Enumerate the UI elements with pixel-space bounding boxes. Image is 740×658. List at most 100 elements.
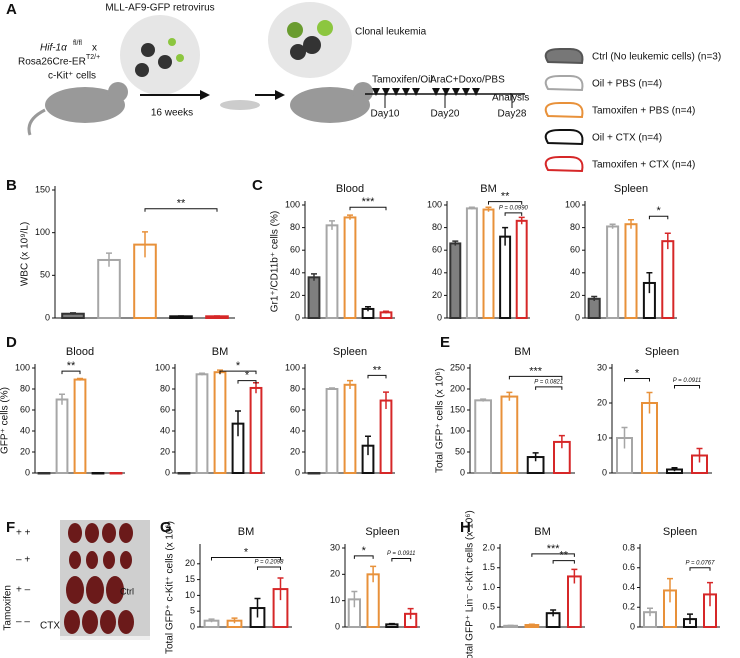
- y-tick-label: 0.8: [622, 542, 635, 552]
- treat1: Tamoxifen/Oil: [372, 75, 433, 86]
- chart-title: BM: [514, 346, 531, 358]
- y-tick-label: 150: [450, 404, 465, 414]
- bar: [325, 224, 339, 319]
- error-bar: [329, 387, 335, 391]
- error-bar: [235, 410, 241, 437]
- bar: [661, 240, 675, 319]
- y-tick-label: 20: [330, 569, 340, 579]
- chart-title: Spleen: [614, 183, 648, 195]
- donor-gene: Hif-1α: [40, 43, 67, 54]
- panel-label: C: [252, 177, 263, 194]
- error-bar: [707, 581, 713, 607]
- bar: [325, 388, 339, 474]
- y-tick-label: 40: [570, 267, 580, 277]
- error-bar: [468, 206, 475, 210]
- significance-bracket: [552, 560, 575, 564]
- error-bar: [532, 452, 539, 462]
- y-axis-label: WBC (x 10⁹/L): [20, 222, 31, 286]
- significance-bracket: [508, 375, 563, 380]
- significance-label: P = 0.0767: [686, 560, 716, 566]
- bar: [55, 398, 69, 474]
- significance-bracket: [61, 370, 81, 375]
- error-bar: [407, 607, 414, 620]
- y-tick-label: 0: [45, 312, 50, 322]
- y-tick-label: 1.5: [482, 562, 495, 572]
- y-tick-label: 40: [290, 425, 300, 435]
- error-bar: [311, 273, 317, 281]
- y-tick-label: 50: [40, 270, 50, 280]
- legend-icon: [544, 102, 584, 119]
- y-tick-label: 80: [160, 383, 170, 393]
- error-bar: [388, 622, 395, 626]
- y-tick-label: 60: [432, 245, 442, 255]
- legend-label: Oil + PBS (n=4): [592, 79, 662, 90]
- y-tick-label: 0: [490, 621, 495, 631]
- chart-title: Spleen: [333, 346, 367, 358]
- chart-title: BM: [534, 526, 551, 538]
- error-bar: [687, 613, 693, 625]
- error-bar: [506, 391, 513, 401]
- error-bar: [351, 590, 358, 608]
- day: Day10: [371, 109, 400, 120]
- significance-label: P = 0.0821: [534, 379, 563, 385]
- error-bar: [502, 226, 509, 246]
- y-tick-label: 0: [575, 312, 580, 322]
- y-tick-label: 50: [455, 446, 465, 456]
- significance-label: *: [635, 367, 640, 379]
- error-bar: [621, 426, 628, 449]
- panel-label: H: [460, 519, 471, 536]
- chart-title: Spleen: [365, 526, 399, 538]
- y-tick-label: 30: [330, 542, 340, 552]
- bar: [195, 373, 209, 474]
- y-tick-label: 0: [25, 467, 30, 477]
- y-tick-label: 0: [165, 467, 170, 477]
- chart-title: Spleen: [663, 526, 697, 538]
- y-tick-label: 150: [35, 184, 50, 194]
- y-tick-label: 100: [35, 227, 50, 237]
- y-tick-label: 15: [185, 574, 195, 584]
- y-tick-label: 80: [432, 222, 442, 232]
- error-bar: [231, 617, 238, 624]
- error-bar: [667, 577, 673, 603]
- significance-label: P = 0.0911: [673, 378, 702, 384]
- error-bar: [480, 398, 487, 402]
- photo-row-label: – +: [16, 555, 30, 566]
- y-tick-label: 20: [570, 290, 580, 300]
- y-tick-label: 60: [20, 404, 30, 414]
- significance-bracket: [391, 558, 412, 562]
- panel-label: B: [6, 177, 17, 194]
- bar: [587, 297, 601, 320]
- chart-title: BM: [212, 346, 229, 358]
- legend-icon: [544, 129, 584, 146]
- error-bar: [199, 372, 205, 376]
- bar: [343, 383, 357, 474]
- y-tick-label: 100: [450, 425, 465, 435]
- analysis: Analysis: [492, 93, 529, 104]
- donor-cells: c-Kit⁺ cells: [48, 71, 96, 82]
- error-bar: [329, 220, 335, 230]
- y-tick-label: 0.5: [482, 602, 495, 612]
- photo-ctrl: Ctrl: [120, 586, 134, 596]
- bar: [343, 216, 357, 319]
- significance-label: ***: [362, 196, 376, 208]
- significance-bracket: [535, 386, 563, 390]
- y-tick-label: 60: [570, 245, 580, 255]
- error-bar: [208, 618, 215, 623]
- y-tick-label: 60: [290, 404, 300, 414]
- significance-bracket: [531, 553, 575, 557]
- bar: [482, 208, 495, 320]
- y-tick-label: 0: [460, 467, 465, 477]
- bar: [567, 575, 582, 629]
- leukemia-label: Clonal leukemia: [355, 27, 427, 38]
- error-bar: [178, 315, 184, 317]
- error-bar: [664, 232, 671, 250]
- y-tick-label: 1.0: [482, 582, 495, 592]
- significance-bracket: [257, 566, 281, 570]
- y-tick-label: 80: [20, 383, 30, 393]
- day: Day28: [498, 109, 527, 120]
- significance-bracket: [353, 555, 374, 559]
- legend-label: Oil + CTX (n=4): [592, 133, 662, 144]
- error-bar: [571, 568, 578, 584]
- error-bar: [558, 434, 565, 449]
- bar: [606, 225, 620, 319]
